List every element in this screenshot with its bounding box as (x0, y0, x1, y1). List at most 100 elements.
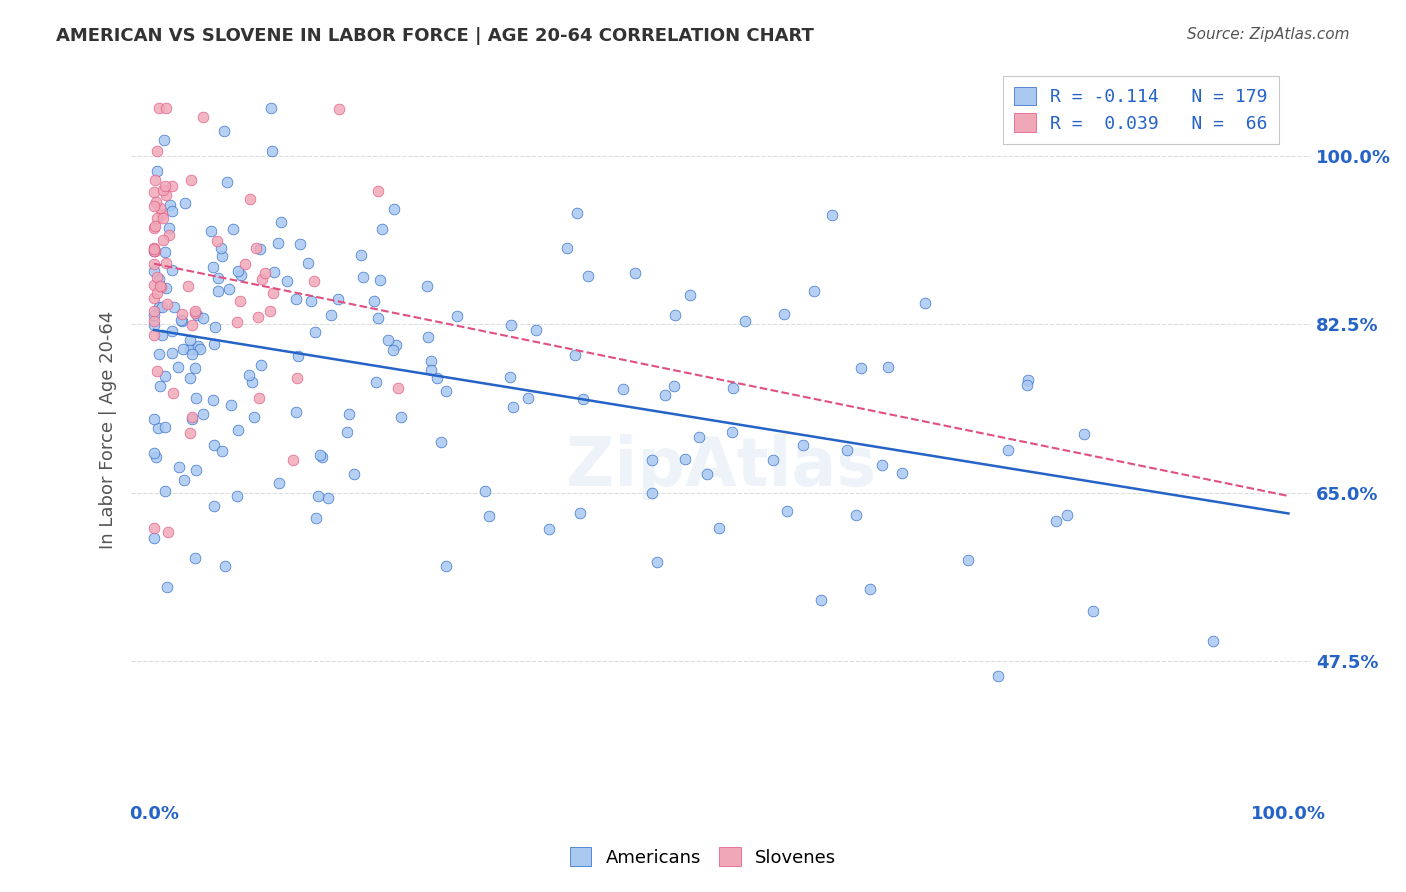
Slovenes (181, 410, 204, 425)
Americans (155, 244, 177, 259)
Americans (219, 398, 242, 412)
Americans (384, 202, 406, 216)
Americans (202, 337, 225, 351)
Americans (270, 215, 292, 229)
Americans (572, 392, 595, 406)
Americans (238, 368, 260, 382)
Slovenes (146, 286, 169, 301)
Americans (266, 235, 288, 250)
Americans (389, 409, 412, 424)
Slovenes (150, 207, 173, 221)
Slovenes (254, 266, 277, 280)
Americans (229, 268, 252, 283)
Slovenes (226, 314, 249, 328)
Americans (188, 343, 211, 357)
Slovenes (142, 185, 165, 199)
Slovenes (143, 173, 166, 187)
Americans (214, 559, 236, 574)
Americans (723, 380, 745, 394)
Slovenes (157, 525, 180, 540)
Americans (311, 450, 333, 464)
Slovenes (143, 198, 166, 212)
Y-axis label: In Labor Force | Age 20-64: In Labor Force | Age 20-64 (100, 311, 117, 549)
Americans (288, 236, 311, 251)
Americans (207, 284, 229, 298)
Americans (159, 197, 181, 211)
Americans (209, 241, 232, 255)
Slovenes (262, 285, 284, 300)
Slovenes (281, 453, 304, 467)
Americans (776, 504, 799, 518)
Americans (997, 443, 1019, 458)
Americans (180, 412, 202, 426)
Americans (184, 463, 207, 477)
Americans (249, 242, 271, 256)
Americans (163, 300, 186, 314)
Slovenes (143, 244, 166, 258)
Americans (654, 387, 676, 401)
Slovenes (367, 184, 389, 198)
Americans (564, 348, 586, 362)
Slovenes (155, 255, 177, 269)
Slovenes (259, 304, 281, 318)
Slovenes (162, 178, 184, 193)
Americans (316, 491, 339, 505)
Americans (153, 133, 176, 147)
Slovenes (239, 192, 262, 206)
Slovenes (153, 178, 176, 193)
Slovenes (149, 279, 172, 293)
Americans (305, 511, 328, 525)
Americans (803, 284, 825, 298)
Americans (226, 264, 249, 278)
Americans (516, 392, 538, 406)
Slovenes (155, 101, 177, 115)
Americans (890, 467, 912, 481)
Americans (153, 420, 176, 434)
Slovenes (177, 278, 200, 293)
Slovenes (387, 381, 409, 395)
Slovenes (143, 244, 166, 258)
Slovenes (145, 144, 167, 158)
Slovenes (143, 304, 166, 318)
Americans (662, 379, 685, 393)
Americans (664, 308, 686, 322)
Slovenes (146, 364, 169, 378)
Americans (555, 241, 578, 255)
Slovenes (155, 188, 177, 202)
Americans (352, 269, 374, 284)
Americans (679, 287, 702, 301)
Slovenes (143, 278, 166, 293)
Americans (419, 363, 441, 377)
Americans (153, 368, 176, 383)
Americans (184, 550, 207, 565)
Americans (202, 500, 225, 514)
Slovenes (302, 274, 325, 288)
Americans (914, 296, 936, 310)
Americans (436, 559, 458, 574)
Americans (153, 484, 176, 499)
Americans (538, 522, 561, 536)
Americans (149, 379, 172, 393)
Americans (385, 338, 408, 352)
Americans (641, 453, 664, 467)
Slovenes (162, 385, 184, 400)
Legend: R = -0.114   N = 179, R =  0.039   N =  66: R = -0.114 N = 179, R = 0.039 N = 66 (1004, 76, 1278, 144)
Americans (179, 334, 201, 348)
Slovenes (245, 241, 267, 255)
Americans (143, 244, 166, 259)
Americans (382, 343, 405, 357)
Americans (851, 361, 873, 376)
Americans (201, 260, 224, 275)
Slovenes (152, 233, 174, 247)
Americans (150, 327, 173, 342)
Americans (187, 339, 209, 353)
Americans (987, 668, 1010, 682)
Slovenes (152, 211, 174, 225)
Slovenes (143, 243, 166, 257)
Americans (211, 249, 233, 263)
Slovenes (285, 371, 308, 385)
Americans (762, 453, 785, 467)
Americans (170, 312, 193, 326)
Americans (304, 325, 326, 339)
Americans (343, 467, 366, 481)
